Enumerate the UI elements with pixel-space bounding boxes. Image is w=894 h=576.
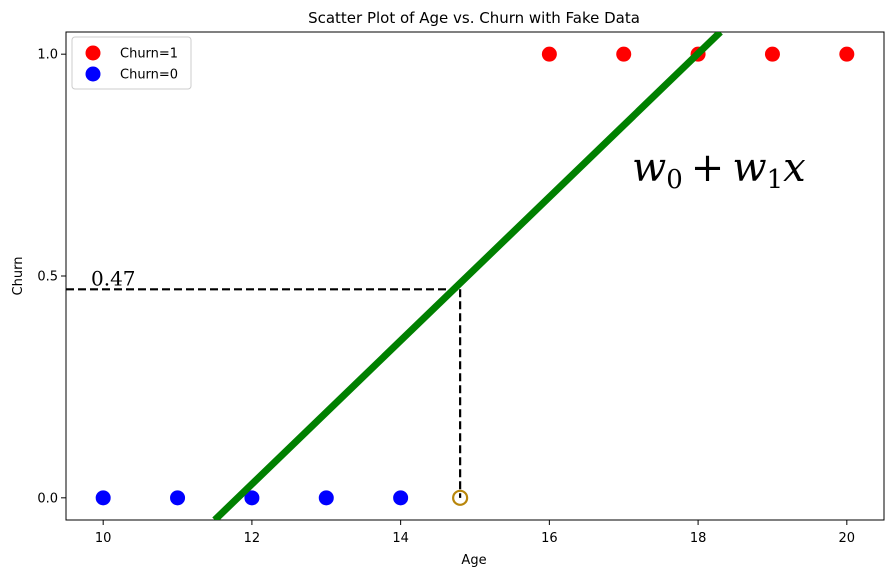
x-tick-label: 20	[839, 531, 856, 546]
scatter-point	[95, 490, 111, 506]
legend-label: Churn=1	[120, 47, 178, 62]
y-tick-label: 1.0	[37, 48, 58, 63]
x-axis-label: Age	[461, 553, 486, 568]
x-tick-label: 14	[392, 531, 409, 546]
legend-box	[71, 36, 192, 90]
reference-value-label: 0.47	[91, 266, 136, 290]
y-axis-label: Churn	[11, 257, 26, 296]
plot-frame	[65, 31, 885, 521]
scatter-point	[616, 46, 632, 62]
x-axis-ticks: 10 12 14 16 18 20	[95, 520, 855, 546]
fit-line-layer	[212, 32, 723, 520]
y-tick-label: 0.0	[37, 491, 58, 506]
equation-label: w0 + w1x	[632, 145, 806, 195]
x-tick-label: 10	[95, 531, 112, 546]
highlight-point	[452, 489, 469, 506]
y-axis-ticks: 0.0 0.5 1.0	[37, 48, 66, 506]
fit-line	[212, 32, 723, 520]
scatter-point	[170, 490, 186, 506]
scatter-point	[541, 46, 557, 62]
legend-label: Churn=0	[120, 68, 178, 83]
scatter-point	[393, 490, 409, 506]
scatter-point	[244, 490, 260, 506]
points-layer	[95, 46, 855, 506]
highlight-layer	[452, 489, 469, 506]
legend-marker	[85, 66, 101, 82]
legend: Churn=1 Churn=0	[71, 36, 192, 90]
scatter-point	[764, 46, 780, 62]
reference-lines	[66, 288, 462, 498]
y-tick-label: 0.5	[37, 270, 58, 285]
legend-marker	[85, 45, 101, 61]
scatter-point	[318, 490, 334, 506]
x-tick-label: 18	[690, 531, 707, 546]
scatter-point	[839, 46, 855, 62]
x-tick-label: 16	[541, 531, 558, 546]
x-tick-label: 12	[244, 531, 261, 546]
chart-title: Scatter Plot of Age vs. Churn with Fake …	[308, 9, 640, 27]
